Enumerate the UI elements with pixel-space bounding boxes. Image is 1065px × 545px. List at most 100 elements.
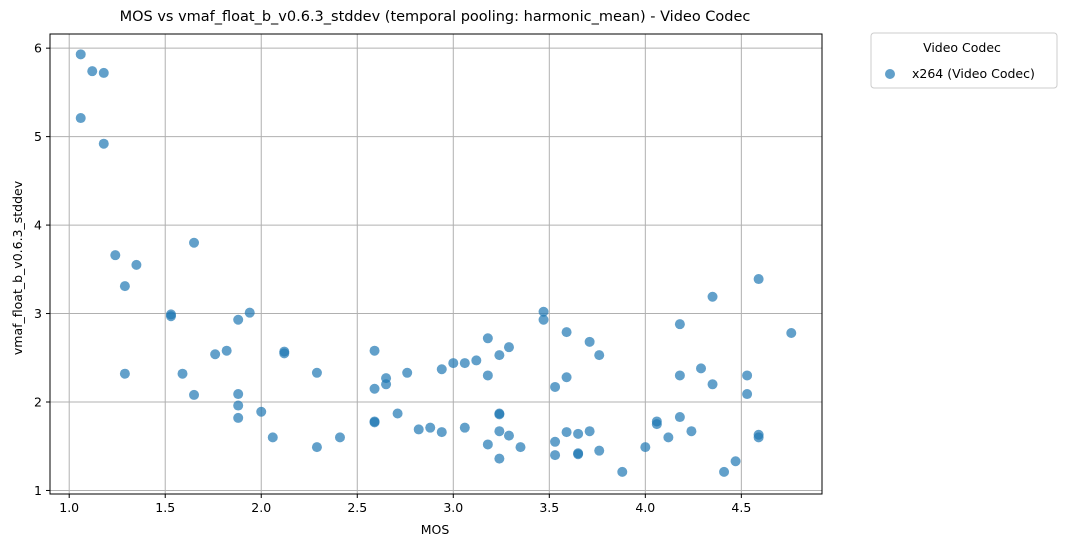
data-point (311, 442, 322, 453)
x-tick-label: 2.5 (347, 500, 367, 515)
legend-marker (885, 69, 895, 79)
data-point (119, 368, 130, 379)
chart-title: MOS vs vmaf_float_b_v0.6.3_stddev (tempo… (120, 9, 751, 25)
data-point (311, 367, 322, 378)
data-point (786, 328, 797, 338)
data-point (494, 350, 505, 361)
data-point (334, 432, 345, 443)
x-axis-label: MOS (421, 522, 450, 537)
x-tick-label: 1.0 (59, 500, 79, 515)
data-point (87, 66, 98, 77)
data-point (482, 370, 493, 381)
data-point (573, 428, 584, 439)
data-point (210, 349, 221, 360)
data-point (573, 449, 584, 460)
data-point (550, 450, 561, 461)
data-point (742, 389, 753, 400)
data-point (244, 307, 255, 318)
data-point (381, 379, 392, 390)
y-tick-label: 5 (34, 129, 42, 144)
data-point (233, 400, 244, 411)
data-point (617, 466, 628, 477)
data-point (503, 342, 514, 353)
data-point (550, 436, 561, 447)
data-point (594, 350, 605, 361)
data-point (651, 419, 662, 430)
data-point (538, 314, 549, 325)
data-point (436, 427, 447, 438)
data-point (233, 389, 244, 400)
data-point (267, 432, 278, 443)
data-point (436, 364, 447, 375)
y-tick-label: 2 (34, 395, 42, 410)
data-point (425, 422, 436, 433)
data-point (584, 336, 595, 347)
grid-lines (50, 34, 822, 494)
data-point (707, 379, 718, 390)
plot-frame (49, 33, 823, 495)
plot-area (50, 34, 822, 494)
axis-ticks: 1.0 1.5 2.0 2.5 3.0 3.5 4.0 4.5 1 2 3 4 5 6 (34, 41, 751, 515)
x-tick-label: 4.0 (635, 500, 655, 515)
data-point (459, 422, 470, 433)
y-tick-label: 4 (34, 218, 42, 233)
data-point (686, 426, 697, 437)
data-point (233, 314, 244, 325)
y-tick-label: 6 (34, 41, 42, 56)
data-point (550, 381, 561, 392)
x-tick-label: 2.0 (251, 500, 271, 515)
data-point (459, 358, 470, 369)
data-point (189, 237, 200, 248)
x-tick-label: 1.5 (155, 500, 175, 515)
data-point (233, 412, 244, 423)
data-point (110, 250, 121, 261)
data-point (707, 291, 718, 302)
data-point (663, 432, 674, 443)
data-point (753, 432, 764, 443)
data-points (75, 49, 797, 477)
data-point (448, 358, 459, 369)
data-point (730, 456, 741, 467)
data-point (482, 439, 493, 450)
data-point (561, 327, 572, 338)
data-point (719, 466, 730, 477)
data-point (75, 49, 86, 60)
data-point (640, 442, 651, 453)
data-point (584, 426, 595, 437)
data-point (494, 409, 505, 420)
data-point (674, 370, 685, 381)
y-tick-label: 3 (34, 306, 42, 321)
data-point (561, 372, 572, 383)
legend-entry-label: x264 (Video Codec) (912, 66, 1035, 81)
data-point (402, 367, 413, 378)
data-point (98, 138, 109, 149)
legend-box (870, 32, 1058, 89)
data-point (98, 67, 109, 78)
data-point (515, 442, 526, 453)
data-point (256, 406, 267, 417)
legend-title: Video Codec (923, 40, 1001, 55)
data-point (674, 412, 685, 423)
data-point (494, 453, 505, 464)
data-point (413, 424, 424, 435)
data-point (369, 383, 380, 394)
data-point (561, 427, 572, 438)
data-point (369, 417, 380, 428)
data-point (369, 345, 380, 356)
data-point (392, 408, 403, 419)
y-axis-label: vmaf_float_b_v0.6.3_stddev (10, 180, 25, 355)
x-tick-label: 4.5 (731, 500, 751, 515)
x-tick-label: 3.5 (539, 500, 559, 515)
data-point (75, 113, 86, 124)
data-point (471, 355, 482, 366)
data-point (482, 333, 493, 344)
data-point (538, 306, 549, 317)
data-point (279, 348, 290, 359)
data-point (674, 319, 685, 330)
data-point (177, 368, 188, 379)
data-point (594, 445, 605, 456)
data-point (189, 389, 200, 400)
data-point (742, 370, 753, 381)
data-point (696, 363, 707, 374)
